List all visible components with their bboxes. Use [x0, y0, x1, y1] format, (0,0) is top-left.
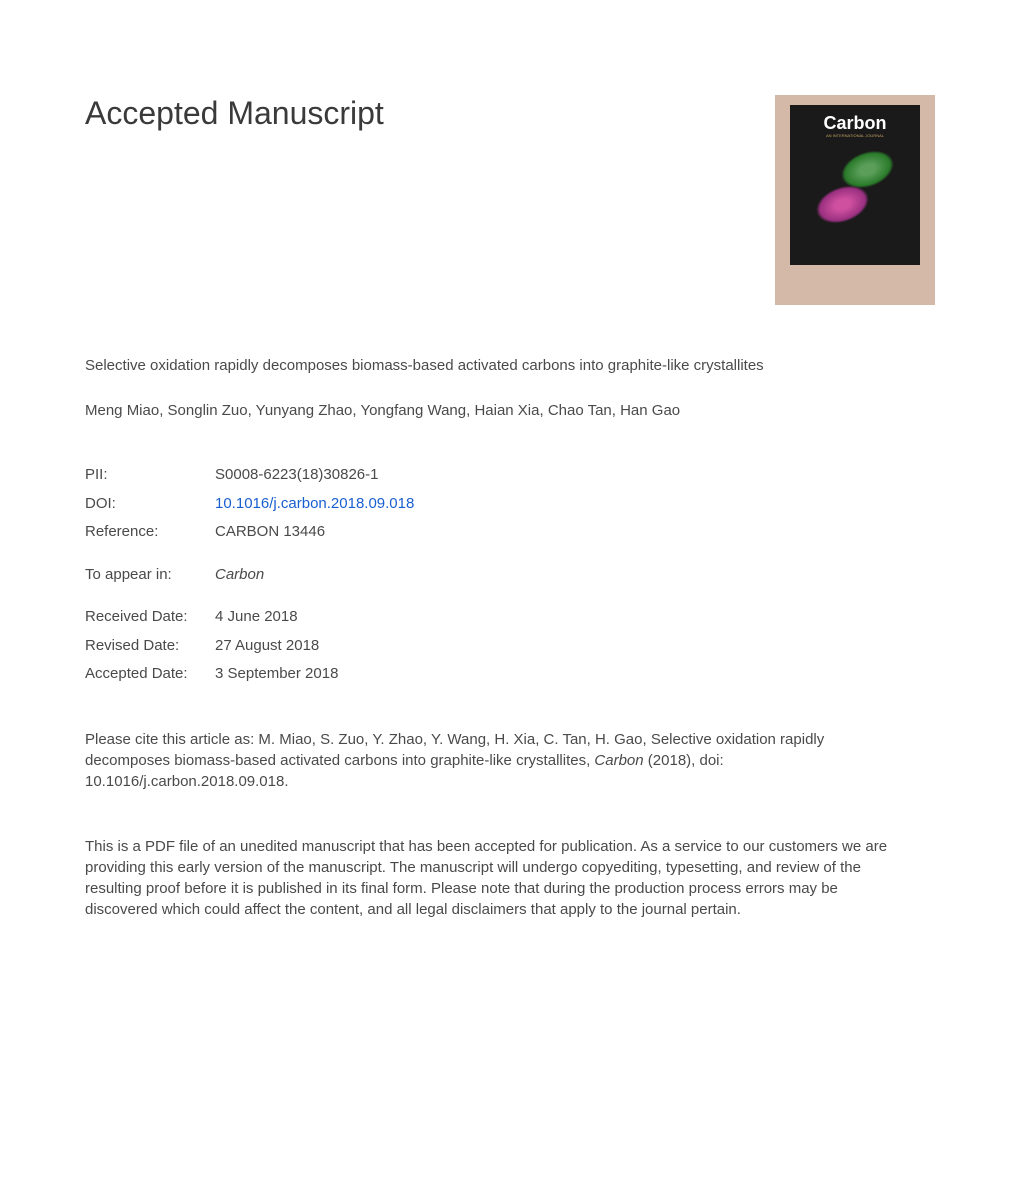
- page-heading: Accepted Manuscript: [85, 95, 384, 132]
- doi-link[interactable]: 10.1016/j.carbon.2018.09.018: [215, 490, 414, 519]
- authors-list: Meng Miao, Songlin Zuo, Yunyang Zhao, Yo…: [85, 400, 765, 421]
- meta-row-accepted: Accepted Date: 3 September 2018: [85, 660, 765, 689]
- received-label: Received Date:: [85, 603, 215, 632]
- article-title: Selective oxidation rapidly decomposes b…: [85, 355, 765, 376]
- disclaimer-text: This is a PDF file of an unedited manusc…: [85, 836, 905, 920]
- journal-cover-thumbnail: Carbon AN INTERNATIONAL JOURNAL: [775, 95, 935, 305]
- appear-value: Carbon: [215, 561, 264, 590]
- pii-label: PII:: [85, 461, 215, 490]
- reference-label: Reference:: [85, 518, 215, 547]
- meta-row-pii: PII: S0008-6223(18)30826-1: [85, 461, 765, 490]
- revised-label: Revised Date:: [85, 632, 215, 661]
- header-row: Accepted Manuscript Carbon AN INTERNATIO…: [85, 95, 935, 305]
- meta-row-received: Received Date: 4 June 2018: [85, 603, 765, 632]
- received-value: 4 June 2018: [215, 603, 298, 632]
- meta-row-appear: To appear in: Carbon: [85, 561, 765, 590]
- pii-value: S0008-6223(18)30826-1: [215, 461, 378, 490]
- citation-journal: Carbon: [594, 752, 643, 769]
- accepted-value: 3 September 2018: [215, 660, 338, 689]
- accepted-label: Accepted Date:: [85, 660, 215, 689]
- revised-value: 27 August 2018: [215, 632, 319, 661]
- cover-art: [810, 147, 900, 227]
- appear-label: To appear in:: [85, 561, 215, 590]
- meta-row-revised: Revised Date: 27 August 2018: [85, 632, 765, 661]
- cover-tagline: AN INTERNATIONAL JOURNAL: [798, 134, 912, 139]
- doi-label: DOI:: [85, 490, 215, 519]
- citation-text: Please cite this article as: M. Miao, S.…: [85, 729, 905, 792]
- cover-journal-name: Carbon: [798, 113, 912, 134]
- meta-row-doi: DOI: 10.1016/j.carbon.2018.09.018: [85, 490, 765, 519]
- content-block: Selective oxidation rapidly decomposes b…: [85, 355, 765, 689]
- cover-inner: Carbon AN INTERNATIONAL JOURNAL: [790, 105, 920, 265]
- reference-value: CARBON 13446: [215, 518, 325, 547]
- metadata-table: PII: S0008-6223(18)30826-1 DOI: 10.1016/…: [85, 461, 765, 689]
- meta-row-reference: Reference: CARBON 13446: [85, 518, 765, 547]
